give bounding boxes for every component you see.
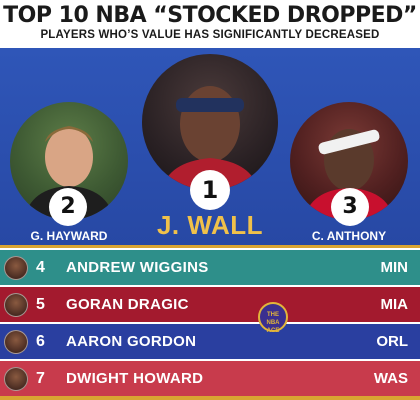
list-player-name: GORAN DRAGIC (66, 296, 189, 313)
list-item: 4 ANDREW WIGGINS MIN (0, 250, 420, 285)
player-name-3: C. ANTHONY (311, 229, 387, 243)
rank-badge-1: 1 (190, 170, 230, 210)
list-item: 6 AARON GORDON ORL (0, 324, 420, 359)
list-player-name: ANDREW WIGGINS (66, 259, 209, 276)
list-rank: 6 (36, 333, 45, 350)
gold-divider (0, 245, 420, 248)
list-team: MIA (380, 296, 409, 313)
list-team: WAS (373, 370, 408, 387)
list-player-name: AARON GORDON (66, 333, 197, 350)
list-rank: 5 (36, 296, 45, 313)
rank-badge-3: 3 (331, 188, 369, 226)
avatar (4, 293, 28, 317)
list-item: 5 GORAN DRAGIC MIA (0, 287, 420, 322)
header: TOP 10 NBA “STOCKED DROPPED” PLAYERS WHO… (0, 0, 420, 48)
avatar (4, 330, 28, 354)
avatar (4, 256, 28, 280)
top-three-panel: 2 G. HAYWARD 1 J. WALL 3 C. ANTHONY (0, 48, 420, 248)
bottom-divider (0, 396, 420, 400)
list-item: 7 DWIGHT HOWARD WAS (0, 361, 420, 396)
rank-badge-2: 2 (49, 188, 87, 226)
avatar (4, 367, 28, 391)
list-player-name: DWIGHT HOWARD (66, 370, 204, 387)
list-team: MIN (380, 259, 409, 276)
watermark-text: THE NBA ACE (266, 312, 280, 334)
ranking-list: 4 ANDREW WIGGINS MIN 5 GORAN DRAGIC MIA … (0, 248, 420, 400)
player-name-1: J. WALL (156, 210, 264, 240)
list-rank: 4 (36, 259, 45, 276)
page-title: TOP 10 NBA “STOCKED DROPPED” (3, 3, 417, 28)
logo-watermark: THE NBA ACE (258, 302, 288, 334)
player-name-2: G. HAYWARD (30, 229, 108, 243)
list-rank: 7 (36, 370, 45, 387)
page-subtitle: PLAYERS WHO’S VALUE HAS SIGNIFICANTLY DE… (40, 29, 380, 41)
list-team: ORL (376, 333, 408, 350)
